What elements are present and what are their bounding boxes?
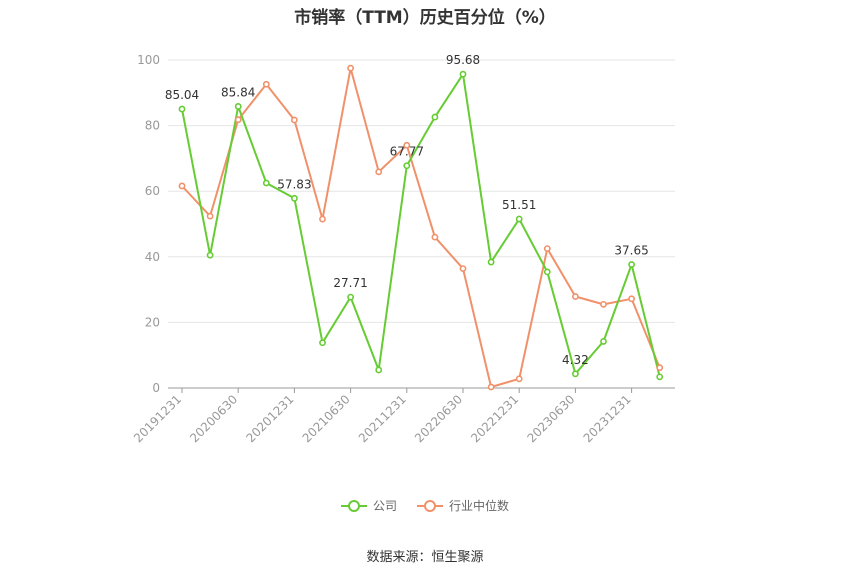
data-point-company	[319, 339, 326, 347]
data-label: 4.32	[562, 353, 589, 367]
data-point-company	[178, 105, 186, 113]
data-point-industry	[319, 215, 326, 223]
data-source: 数据来源：恒生聚源	[366, 550, 484, 565]
data-point-company	[206, 251, 214, 259]
data-point-company	[543, 268, 551, 276]
series-line-industry	[181, 67, 661, 388]
data-point-industry	[543, 245, 551, 252]
data-point-industry	[459, 265, 467, 273]
data-point-company	[515, 215, 523, 223]
x-tick-label: 20201231	[243, 392, 296, 445]
data-label: 51.51	[502, 198, 536, 212]
data-point-industry	[515, 375, 523, 383]
data-point-company	[628, 261, 635, 268]
data-point-industry	[487, 383, 495, 391]
data-point-company	[290, 194, 298, 202]
x-tick-label: 20191231	[131, 392, 184, 445]
data-point-industry	[431, 233, 439, 241]
data-point-industry	[234, 116, 242, 124]
legend-item-industry[interactable]: 行业中位数	[417, 497, 509, 514]
data-point-company	[487, 258, 495, 266]
x-tick-label: 20220630	[412, 392, 465, 445]
data-label: 37.65	[614, 244, 648, 258]
data-label: 27.71	[333, 276, 367, 290]
data-point-company	[403, 162, 411, 170]
data-point-company	[262, 179, 270, 187]
data-point-industry	[206, 212, 214, 220]
data-point-industry	[403, 141, 411, 149]
data-label: 67.77	[390, 145, 424, 159]
data-label: 85.84	[221, 85, 255, 99]
data-point-industry	[600, 300, 607, 308]
data-point-company	[572, 370, 579, 378]
data-point-industry	[572, 293, 579, 300]
legend-industry-label: 行业中位数	[449, 499, 510, 513]
data-point-industry	[375, 168, 383, 176]
data-point-industry	[628, 295, 635, 303]
x-tick-label: 20200630	[187, 392, 240, 445]
data-point-company	[431, 113, 439, 121]
y-tick-label: 20	[145, 315, 160, 329]
data-point-company	[234, 103, 242, 110]
x-tick-label: 20230630	[524, 392, 577, 445]
data-point-company	[347, 293, 354, 301]
data-point-industry	[347, 64, 354, 72]
data-point-industry	[290, 116, 298, 124]
legend-industry-marker-icon	[417, 499, 443, 513]
y-tick-label: 60	[145, 184, 160, 198]
chart-legend: 公司 行业中位数	[0, 497, 850, 514]
y-tick-label: 40	[145, 250, 160, 264]
y-tick-label: 0	[152, 381, 160, 395]
data-point-company	[600, 338, 607, 345]
x-tick-label: 20231231	[581, 392, 634, 445]
legend-item-company[interactable]: 公司	[340, 497, 397, 514]
data-point-industry	[656, 364, 664, 372]
legend-company-label: 公司	[372, 499, 397, 513]
x-tick-label: 20210630	[300, 392, 353, 445]
data-point-industry	[178, 182, 186, 190]
y-tick-label: 80	[145, 119, 160, 133]
data-point-company	[459, 70, 467, 78]
data-point-company	[656, 373, 664, 381]
data-label: 95.68	[446, 53, 480, 67]
series-line-company	[181, 73, 661, 378]
data-point-company	[375, 366, 383, 374]
data-label: 57.83	[277, 177, 311, 191]
data-label: 85.04	[165, 88, 199, 102]
y-tick-label: 100	[137, 53, 160, 67]
x-tick-label: 20211231	[356, 392, 409, 445]
x-tick-label: 20221231	[468, 392, 521, 445]
chart-title: 市销率（TTM）历史百分位（%）	[294, 8, 556, 28]
legend-company-marker-icon	[340, 499, 367, 513]
data-point-industry	[262, 80, 270, 88]
